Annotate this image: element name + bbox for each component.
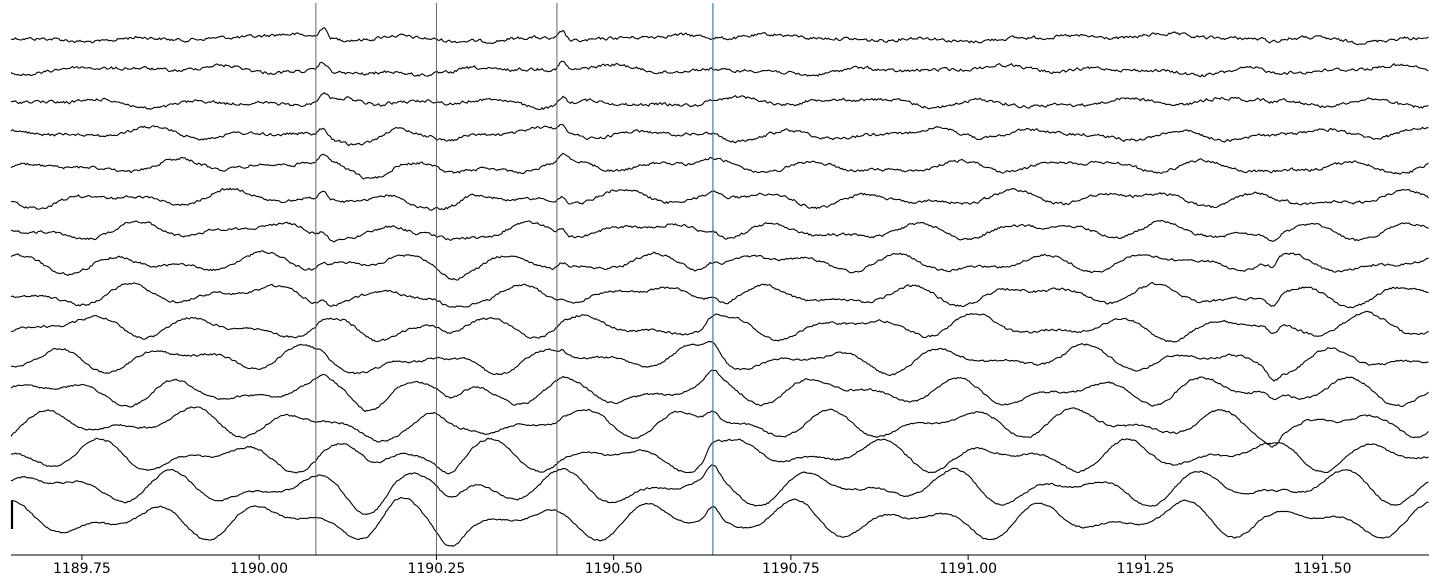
x-tick-label-4: 1190.50 [585, 561, 643, 576]
channel-trace-16 [11, 496, 1429, 547]
event-markers [315, 3, 714, 555]
x-tick-label-7: 1191.25 [1116, 561, 1174, 576]
channel-trace-6 [10, 187, 1429, 211]
channel-trace-7 [10, 219, 1429, 243]
channel-trace-9 [10, 281, 1429, 309]
channel-trace-11 [10, 340, 1429, 382]
channel-trace-13 [10, 406, 1429, 448]
channel-traces [10, 27, 1429, 547]
channel-trace-4 [10, 123, 1429, 147]
channel-trace-10 [10, 310, 1429, 343]
x-tick-label-5: 1190.75 [762, 561, 820, 576]
channel-trace-14 [10, 437, 1429, 475]
channel-trace-5 [10, 152, 1429, 180]
x-axis: 1189.75 1190.00 1190.25 1190.50 1190.75 1191.… [11, 554, 1429, 576]
channel-trace-12 [10, 369, 1429, 413]
x-tick-label-1: 1189.75 [53, 561, 111, 576]
channel-trace-2 [10, 60, 1429, 78]
channel-trace-15 [10, 464, 1429, 516]
channel-trace-3 [10, 92, 1429, 111]
x-tick-label-2: 1190.00 [230, 561, 288, 576]
x-tick-label-8: 1191.50 [1294, 561, 1352, 576]
x-tick-label-6: 1191.00 [939, 561, 997, 576]
x-tick-label-3: 1190.25 [407, 561, 465, 576]
channel-trace-8 [10, 250, 1429, 281]
channel-trace-1 [11, 27, 1429, 46]
